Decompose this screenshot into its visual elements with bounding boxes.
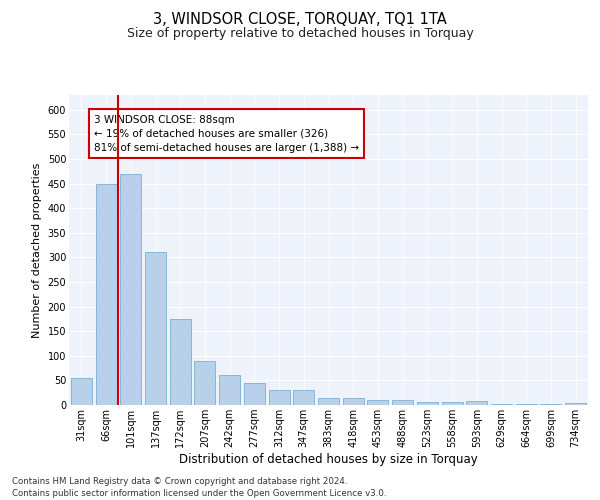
Text: Contains HM Land Registry data © Crown copyright and database right 2024.: Contains HM Land Registry data © Crown c… [12,477,347,486]
Bar [392,400,413,405]
Bar [120,174,141,405]
Bar [293,390,314,405]
Text: 3 WINDSOR CLOSE: 88sqm
← 19% of detached houses are smaller (326)
81% of semi-de: 3 WINDSOR CLOSE: 88sqm ← 19% of detached… [94,114,359,152]
Bar [244,383,265,405]
Y-axis label: Number of detached properties: Number of detached properties [32,162,42,338]
Bar [95,184,116,405]
Bar [170,319,191,405]
Text: Contains public sector information licensed under the Open Government Licence v3: Contains public sector information licen… [12,488,386,498]
Bar [417,402,438,405]
Text: 3, WINDSOR CLOSE, TORQUAY, TQ1 1TA: 3, WINDSOR CLOSE, TORQUAY, TQ1 1TA [153,12,447,28]
Bar [491,404,512,405]
Bar [71,378,92,405]
Bar [466,400,487,405]
Bar [269,390,290,405]
Bar [318,398,339,405]
Bar [516,404,537,405]
Bar [565,402,586,405]
Text: Size of property relative to detached houses in Torquay: Size of property relative to detached ho… [127,28,473,40]
Bar [367,400,388,405]
X-axis label: Distribution of detached houses by size in Torquay: Distribution of detached houses by size … [179,453,478,466]
Bar [145,252,166,405]
Bar [343,398,364,405]
Bar [219,376,240,405]
Bar [541,404,562,405]
Bar [442,402,463,405]
Bar [194,360,215,405]
